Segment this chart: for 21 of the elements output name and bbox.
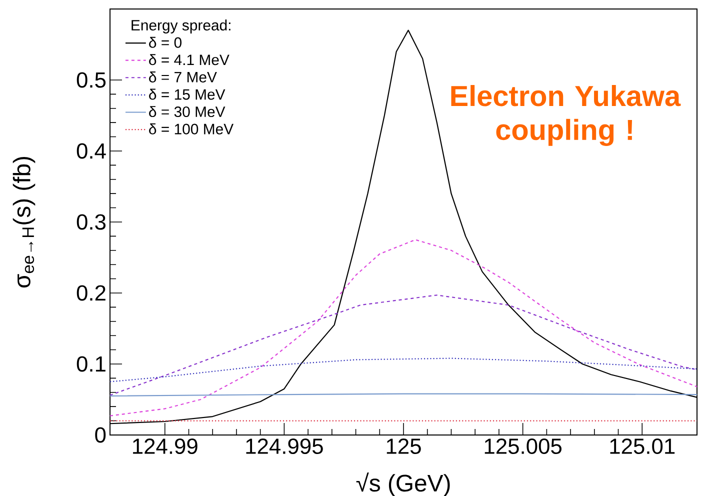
x-tick-label: 124.995	[246, 438, 323, 454]
legend-label: δ = 100 MeV	[149, 123, 234, 134]
legend-label: δ = 7 MeV	[149, 71, 217, 82]
legend-label: δ = 4.1 MeV	[149, 54, 230, 66]
legend-label: δ = 30 MeV	[149, 106, 226, 118]
y-tick-label: 0.3	[76, 214, 106, 230]
annotation: Electron Yukawa coupling !	[451, 85, 681, 146]
y-tick-label: 0	[95, 427, 106, 443]
x-tick-label: 125.01	[610, 438, 675, 454]
x-tick-label: 124.99	[133, 438, 198, 454]
x-tick-label: 125.005	[484, 438, 562, 454]
y-tick-label: 0.5	[76, 72, 106, 88]
y-tick-label: 0.2	[76, 285, 106, 301]
y-axis-title: σ$_{ee→H}$(s) (fb)	[12, 156, 36, 288]
y-tick-label: 0.1	[76, 356, 106, 372]
y-tick-label: 0.4	[76, 143, 106, 159]
legend-title: Energy spread:	[132, 20, 230, 34]
x-tick-label: 125	[386, 438, 421, 454]
legend-label: δ = 15 MeV	[149, 88, 226, 100]
legend-label: δ = 0	[149, 36, 182, 48]
x-axis-title: √s (GeV)	[356, 472, 450, 496]
